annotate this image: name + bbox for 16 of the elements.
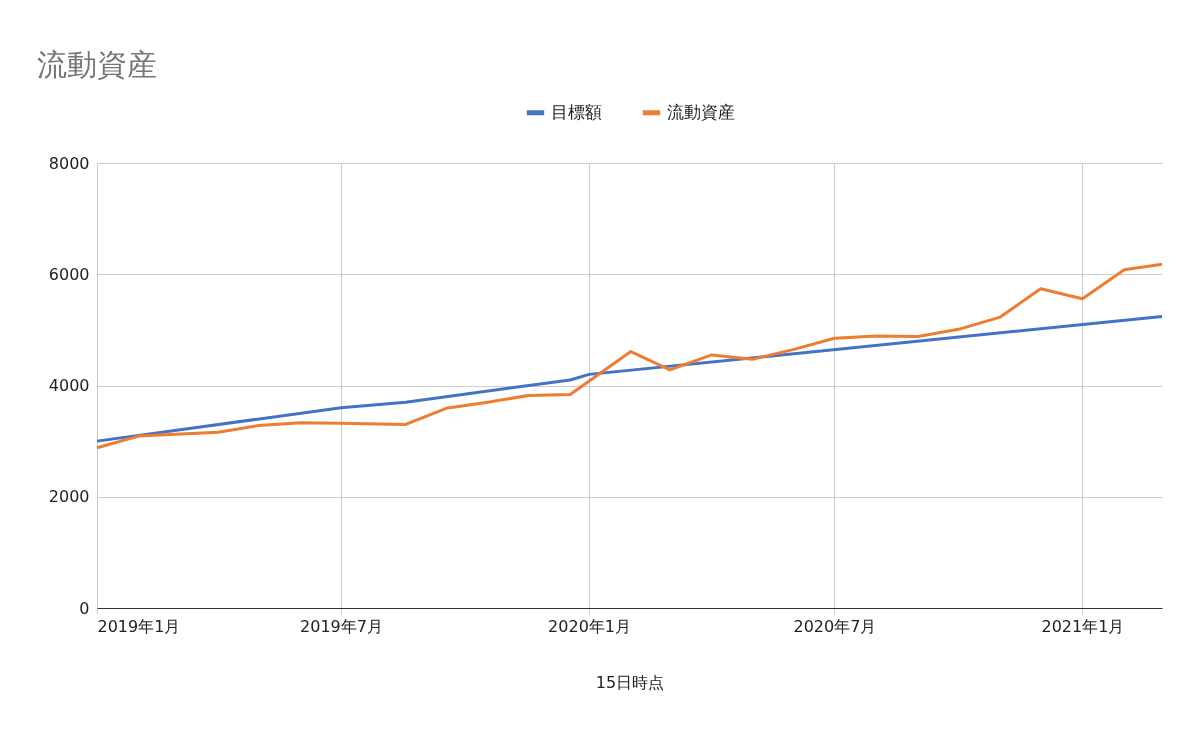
x-tick-label: 2021年1月 <box>1041 616 1125 636</box>
chart-title: 流動資産 <box>37 47 157 82</box>
x-tick-label: 2019年7月 <box>300 616 383 636</box>
x-tick-label: 2020年7月 <box>793 616 877 636</box>
legend-label: 流動資産 <box>667 101 735 122</box>
legend-label: 目標額 <box>551 101 602 122</box>
y-tick-label: 0 <box>79 598 90 618</box>
y-tick-label: 8000 <box>48 153 90 173</box>
line-series <box>95 262 1164 450</box>
x-tick-label: 2019年1月 <box>97 616 181 636</box>
x-tick-label: 2020年1月 <box>548 616 632 636</box>
y-tick-label: 4000 <box>48 376 90 395</box>
y-tick-label: 2000 <box>48 487 90 507</box>
y-tick-label: 6000 <box>48 264 90 284</box>
x-axis-title: 15日時点 <box>595 672 665 692</box>
line-series <box>95 315 1164 443</box>
